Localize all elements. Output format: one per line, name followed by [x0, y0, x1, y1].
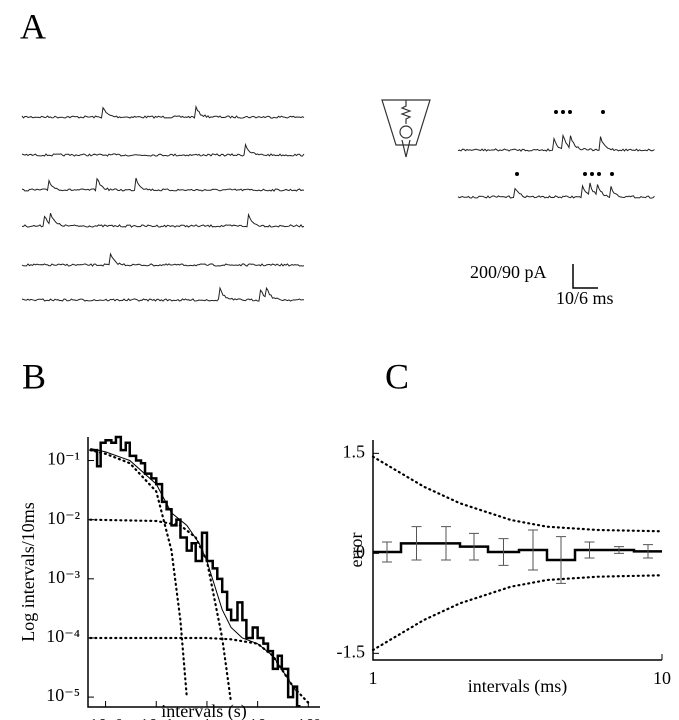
- scale-bar: [572, 264, 598, 289]
- y-axis-label: Log intervals/10ms: [18, 502, 38, 641]
- cell-icon: [381, 99, 431, 158]
- y-tick-label: 10⁻⁴: [46, 626, 80, 646]
- x-tick-label: 1: [369, 668, 378, 688]
- event-dot: [554, 110, 558, 114]
- y-axis-label: error: [346, 533, 366, 568]
- event-dot: [601, 110, 605, 114]
- trace: [21, 177, 305, 192]
- panel-label: C: [385, 356, 409, 396]
- scale-y-label: 200/90 pA: [470, 262, 547, 282]
- trace: [21, 104, 305, 119]
- trace: [457, 182, 655, 199]
- x-tick-label: 10²: [297, 715, 320, 720]
- fit-component: [89, 518, 233, 704]
- x-tick-label: 1: [202, 715, 211, 720]
- panel-label: A: [20, 6, 46, 46]
- y-tick-label: 0: [356, 541, 365, 561]
- error-bar: [555, 536, 566, 584]
- y-tick-label: 10⁻⁵: [46, 685, 80, 705]
- x-tick-label: 10: [653, 668, 671, 688]
- error-bar: [469, 532, 480, 561]
- event-dot: [610, 172, 614, 176]
- x-axis-label: intervals (ms): [468, 676, 567, 697]
- y-tick-label: 10⁻²: [47, 508, 80, 528]
- y-tick-label: 1.5: [343, 441, 366, 461]
- trace: [457, 133, 655, 152]
- fit-component: [89, 449, 188, 699]
- trace: [21, 252, 305, 267]
- fit-component: [371, 574, 664, 652]
- trace: [21, 286, 304, 302]
- error-bar: [527, 529, 538, 571]
- scale-x-label: 10/6 ms: [556, 288, 614, 308]
- error-bar: [382, 541, 393, 563]
- axis: [87, 437, 320, 708]
- error-bar: [411, 526, 422, 561]
- event-dot: [561, 110, 565, 114]
- event-dot: [597, 172, 601, 176]
- error-bar: [498, 538, 509, 566]
- x-tick-label: 10⁻¹: [140, 715, 173, 720]
- histogram-step: [373, 542, 662, 562]
- trace: [21, 142, 305, 157]
- fit-curve: [90, 448, 298, 693]
- panel-label: B: [22, 356, 46, 396]
- y-tick-label: 10⁻¹: [47, 449, 80, 469]
- fit-component: [371, 455, 664, 533]
- x-tick-label: 10: [249, 715, 267, 720]
- histogram-step: [90, 435, 301, 708]
- event-dot: [515, 172, 519, 176]
- event-dot: [568, 110, 572, 114]
- x-axis-label: intervals (s): [161, 701, 246, 720]
- error-bar: [614, 546, 625, 554]
- error-bar: [440, 526, 451, 561]
- trace: [22, 212, 305, 228]
- fit-component: [89, 636, 310, 704]
- error-bar: [642, 544, 653, 559]
- event-dot: [583, 172, 587, 176]
- x-tick-label: 10⁻²: [89, 715, 122, 720]
- error-bar: [584, 541, 595, 559]
- y-tick-label: -1.5: [337, 641, 366, 661]
- y-tick-label: 10⁻³: [47, 567, 81, 587]
- event-dot: [590, 172, 594, 176]
